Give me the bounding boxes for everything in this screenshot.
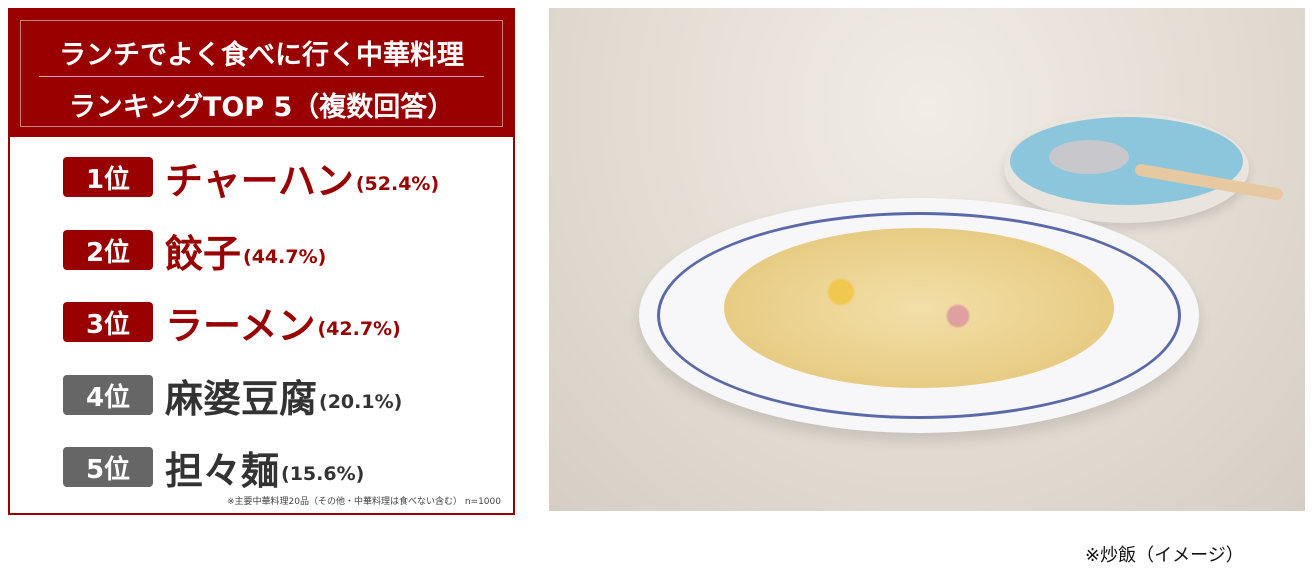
- title-line-1: ランチでよく食べに行く中華料理: [59, 40, 464, 71]
- dish-name: ラーメン: [165, 303, 316, 348]
- ranking-item: 4位 麻婆豆腐 (20.1%): [63, 373, 403, 421]
- dish-percent: (42.7%): [317, 318, 401, 340]
- fried-rice-photo: [549, 8, 1305, 511]
- ranking-item: 1位 チャーハン (52.4%): [63, 155, 440, 203]
- rank-badge: 5位: [63, 447, 153, 487]
- header-frame: ランチでよく食べに行く中華料理 ランキングTOP 5（複数回答）: [20, 20, 503, 127]
- fried-rice: [724, 228, 1114, 388]
- survey-note: ※主要中華料理20品（その他・中華料理は食べない含む） n=1000: [226, 497, 501, 507]
- title-divider: [39, 76, 484, 77]
- ranking-item: 3位 ラーメン (42.7%): [63, 300, 401, 348]
- dish-name: チャーハン: [165, 158, 354, 203]
- plate-rim: [657, 212, 1181, 419]
- ranking-item: 5位 担々麺 (15.6%): [63, 445, 365, 493]
- rank-badge: 2位: [63, 230, 153, 270]
- ranking-header: ランチでよく食べに行く中華料理 ランキングTOP 5（複数回答）: [10, 10, 513, 137]
- title-line-2: ランキングTOP 5（複数回答）: [68, 92, 455, 123]
- ranking-item: 2位 餃子 (44.7%): [63, 228, 327, 276]
- spoon: [1049, 140, 1129, 174]
- rank-badge: 4位: [63, 375, 153, 415]
- blue-dish: [1004, 113, 1249, 223]
- dish-name: 餃子: [165, 231, 242, 276]
- rank-badge: 1位: [63, 157, 153, 197]
- dish-name: 麻婆豆腐: [165, 376, 318, 421]
- dish-name: 担々麺: [165, 448, 280, 493]
- dish-percent: (15.6%): [281, 463, 365, 485]
- rank-badge: 3位: [63, 302, 153, 342]
- ranking-panel: ランチでよく食べに行く中華料理 ランキングTOP 5（複数回答） 1位 チャーハ…: [8, 8, 515, 515]
- dish-percent: (52.4%): [355, 173, 440, 195]
- dish-percent: (44.7%): [243, 246, 327, 268]
- photo-caption: ※炒飯（イメージ）: [1085, 545, 1244, 566]
- plate: [639, 198, 1199, 433]
- dish-percent: (20.1%): [319, 391, 403, 413]
